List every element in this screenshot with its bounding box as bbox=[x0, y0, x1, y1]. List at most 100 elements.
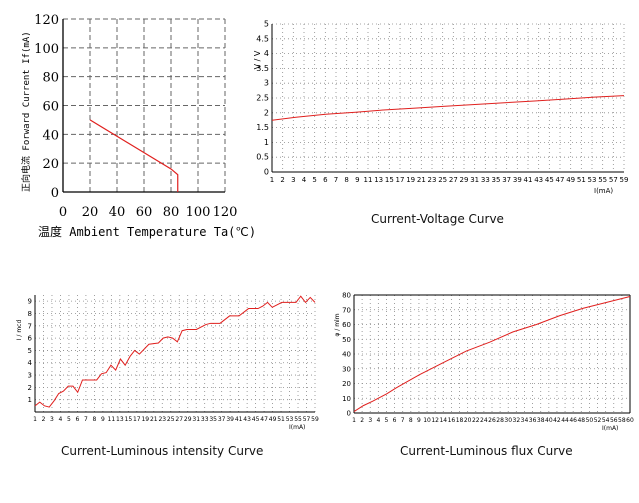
x-axis-unit: I(mA) bbox=[602, 425, 618, 432]
x-tick-label: 2 bbox=[42, 416, 46, 423]
x-tick-label: 7 bbox=[84, 416, 88, 423]
x-tick-label: 7 bbox=[334, 176, 338, 184]
x-tick-label: 13 bbox=[116, 416, 124, 423]
x-tick-label: 41 bbox=[524, 176, 533, 184]
x-tick-label: 35 bbox=[492, 176, 501, 184]
x-tick-label: 29 bbox=[184, 416, 192, 423]
x-tick-label: 2 bbox=[280, 176, 284, 184]
derating-series-line bbox=[89, 119, 179, 192]
x-tick-label: 45 bbox=[252, 416, 260, 423]
y-tick-label: 0 bbox=[264, 168, 269, 177]
y-tick-label: 5 bbox=[28, 347, 32, 355]
intensity-chart-caption: Current-Luminous intensity Curve bbox=[61, 444, 264, 458]
x-tick-label: 57 bbox=[609, 176, 618, 184]
x-tick-label: 54 bbox=[602, 417, 610, 424]
x-tick-label: 52 bbox=[594, 417, 602, 424]
x-tick-label: 53 bbox=[286, 416, 294, 423]
x-tick-label: 49 bbox=[269, 416, 277, 423]
x-tick-label: 58 bbox=[618, 417, 626, 424]
x-tick-label: 19 bbox=[141, 416, 149, 423]
x-tick-label: 35 bbox=[209, 416, 217, 423]
x-tick-label: 23 bbox=[428, 176, 437, 184]
x-tick-label: 43 bbox=[243, 416, 251, 423]
x-tick-label: 23 bbox=[158, 416, 166, 423]
x-tick-label: 51 bbox=[577, 176, 586, 184]
x-tick-label: 14 bbox=[439, 417, 447, 424]
y-tick-label: 60 bbox=[42, 100, 59, 115]
x-tick-label: 48 bbox=[577, 417, 585, 424]
x-tick-label: 47 bbox=[556, 176, 565, 184]
x-tick-label: 9 bbox=[417, 417, 421, 424]
y-tick-label: 1 bbox=[28, 396, 32, 404]
x-tick-label: 56 bbox=[610, 417, 618, 424]
x-tick-label: 46 bbox=[569, 417, 577, 424]
x-tick-label: 80 bbox=[163, 205, 180, 220]
y-tick-label: 4.5 bbox=[256, 34, 269, 43]
x-tick-label: 4 bbox=[302, 176, 307, 184]
y-tick-label: 0 bbox=[347, 410, 351, 418]
x-tick-label: 3 bbox=[368, 417, 372, 424]
y-tick-label: 120 bbox=[34, 13, 59, 28]
y-tick-label: 50 bbox=[342, 336, 351, 344]
x-tick-label: 31 bbox=[470, 176, 479, 184]
x-tick-label: 36 bbox=[529, 417, 537, 424]
y-tick-label: 20 bbox=[342, 380, 351, 388]
x-tick-label: 20 bbox=[82, 205, 99, 220]
x-tick-label: 8 bbox=[409, 417, 413, 424]
y-tick-label: 0.5 bbox=[256, 153, 269, 162]
y-tick-label: 60 bbox=[342, 321, 351, 329]
x-tick-label: 60 bbox=[626, 417, 634, 424]
y-tick-label: 3.5 bbox=[256, 64, 269, 73]
x-tick-label: 44 bbox=[561, 417, 569, 424]
x-tick-label: 31 bbox=[192, 416, 200, 423]
x-tick-label: 12 bbox=[431, 417, 439, 424]
x-tick-label: 33 bbox=[481, 176, 490, 184]
x-tick-label: 21 bbox=[150, 416, 158, 423]
x-tick-label: 1 bbox=[33, 416, 37, 423]
y-tick-label: 2.5 bbox=[256, 94, 269, 103]
y-tick-label: 6 bbox=[28, 335, 33, 343]
x-tick-label: 55 bbox=[598, 176, 607, 184]
x-tick-label: 25 bbox=[167, 416, 175, 423]
y-tick-label: 3 bbox=[28, 372, 32, 380]
y-tick-label: 7 bbox=[28, 322, 32, 330]
data-series-line bbox=[271, 95, 625, 121]
x-tick-label: 51 bbox=[277, 416, 285, 423]
x-tick-label: 3 bbox=[50, 416, 54, 423]
x-tick-label: 20 bbox=[464, 417, 472, 424]
x-tick-label: 4 bbox=[376, 417, 380, 424]
x-tick-label: 0 bbox=[59, 205, 67, 220]
y-tick-label: 30 bbox=[342, 365, 351, 373]
y-tick-label: 40 bbox=[42, 128, 59, 143]
x-tick-label: 1 bbox=[270, 176, 274, 184]
flux-chart-caption: Current-Luminous flux Curve bbox=[400, 444, 573, 458]
y-tick-label: 1 bbox=[264, 138, 269, 147]
y-tick-label: 8 bbox=[28, 310, 32, 318]
x-tick-label: 59 bbox=[311, 416, 319, 423]
x-tick-label: 11 bbox=[364, 176, 373, 184]
y-tick-label: 2 bbox=[264, 108, 269, 117]
voltage-chart-caption: Current-Voltage Curve bbox=[371, 212, 504, 226]
x-tick-label: 25 bbox=[438, 176, 447, 184]
x-tick-label: 19 bbox=[406, 176, 415, 184]
intensity-chart-panel: 1 2 3 4 5 6 7 8 9 1 2 3 4 5 6 7 8 9 11 13 15 17 19 21 23 25 27 29 31… bbox=[0, 285, 320, 440]
x-tick-label: 17 bbox=[133, 416, 141, 423]
x-tick-label: 16 bbox=[448, 417, 456, 424]
x-tick-label: 39 bbox=[226, 416, 234, 423]
x-tick-label: 6 bbox=[323, 176, 328, 184]
x-tick-label: 10 bbox=[423, 417, 431, 424]
x-tick-label: 8 bbox=[92, 416, 96, 423]
x-tick-label: 9 bbox=[101, 416, 105, 423]
x-tick-label: 18 bbox=[456, 417, 464, 424]
x-tick-label: 5 bbox=[67, 416, 71, 423]
x-tick-label: 32 bbox=[513, 417, 521, 424]
x-tick-label: 5 bbox=[385, 417, 389, 424]
x-tick-label: 40 bbox=[545, 417, 553, 424]
x-tick-label: 24 bbox=[480, 417, 488, 424]
x-tick-label: 120 bbox=[213, 205, 238, 220]
x-axis-unit: I(mA) bbox=[594, 187, 613, 195]
y-tick-label: 5 bbox=[264, 20, 269, 29]
y-tick-label: 10 bbox=[342, 395, 351, 403]
